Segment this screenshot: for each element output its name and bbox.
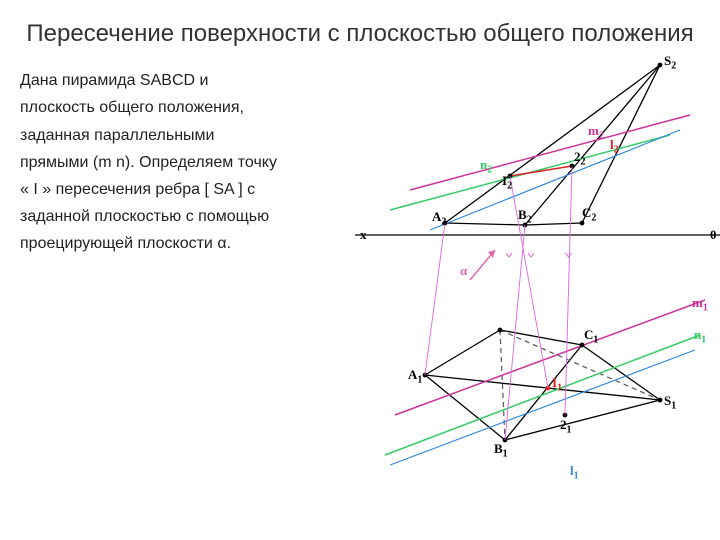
diagram-label-zero: 0 [710, 227, 717, 243]
line-3: заданная параллельными [20, 122, 360, 149]
description-text: Дана пирамида SABCD и плоскость общего п… [20, 55, 360, 257]
diagram-label-S2: S2 [664, 53, 676, 72]
diagram-label-B2: B2 [518, 207, 532, 226]
diagram-label-x: x [360, 227, 367, 243]
line-6: заданной плоскостью с помощью [20, 203, 360, 230]
diagram-label-A1: A1 [408, 367, 422, 386]
content-row: Дана пирамида SABCD и плоскость общего п… [0, 55, 720, 257]
line-4: прямыми (m n). Определяем точку [20, 149, 360, 176]
line-2: плоскость общего положения, [20, 94, 360, 121]
diagram-label-B1: B1 [494, 441, 508, 460]
diagram-label-l1: l1 [570, 463, 579, 482]
diagram-label-n2: n2 [480, 157, 492, 176]
diagram-label-m1: m1 [692, 295, 708, 314]
diagram-label-l2r: l2 [610, 137, 619, 156]
line-1: Дана пирамида SABCD и [20, 67, 360, 94]
diagram-label-m2: m2 [588, 123, 604, 142]
diagram-label-C1: C1 [584, 327, 598, 346]
diagram-label-two1: 21 [560, 417, 572, 436]
diagram-label-A2: A2 [432, 209, 446, 228]
diagram-label-I1: I1 [552, 375, 562, 394]
diagram-label-two2: 22 [574, 149, 586, 168]
line-7: проецирующей плоскости α. [20, 230, 360, 257]
diagram-label-I2: I2 [502, 173, 512, 192]
diagram: x0S2m2n2l222I2A2B2C2αm1n1C1A1S1I121B1l1 [360, 55, 700, 257]
line-5: « I » пересечения ребра [ SA ] с [20, 176, 360, 203]
diagram-label-C2: C2 [582, 205, 596, 224]
diagram-label-S1: S1 [664, 393, 676, 412]
diagram-label-n1: n1 [694, 327, 706, 346]
diagram-label-alpha: α [460, 263, 467, 279]
